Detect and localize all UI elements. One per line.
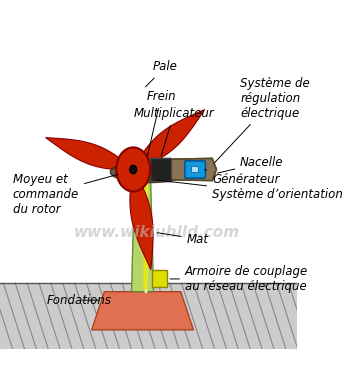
Ellipse shape (116, 147, 150, 192)
Text: Système de
régulation
électrique: Système de régulation électrique (214, 77, 310, 163)
Text: Mat: Mat (157, 232, 209, 246)
Text: Armoire de couplage
au réseau électrique: Armoire de couplage au réseau électrique (170, 265, 308, 293)
Polygon shape (119, 158, 216, 181)
Text: Générateur: Générateur (204, 169, 280, 186)
Bar (144, 161, 150, 178)
Text: Frein: Frein (146, 90, 176, 156)
Bar (191, 166, 198, 172)
Bar (191, 166, 198, 172)
Bar (144, 161, 150, 178)
FancyBboxPatch shape (185, 161, 205, 178)
Text: Multiplicateur: Multiplicateur (134, 107, 214, 156)
Polygon shape (133, 110, 205, 169)
Ellipse shape (130, 165, 136, 174)
Text: www.wikiuhlld.com: www.wikiuhlld.com (74, 225, 240, 240)
Text: Pale: Pale (145, 60, 178, 87)
Bar (150, 158, 170, 181)
Bar (152, 271, 167, 287)
Polygon shape (130, 169, 153, 270)
Polygon shape (46, 138, 133, 170)
Bar (0, 283, 297, 349)
Text: Fondations: Fondations (47, 294, 112, 307)
Polygon shape (119, 158, 216, 181)
Polygon shape (92, 292, 194, 330)
Text: Moyeu et
commande
du rotor: Moyeu et commande du rotor (13, 173, 118, 215)
Text: Nacelle: Nacelle (217, 156, 284, 173)
FancyBboxPatch shape (185, 161, 205, 178)
Text: Système d’orientation: Système d’orientation (156, 180, 343, 201)
Bar (150, 158, 170, 181)
Polygon shape (132, 163, 154, 292)
Ellipse shape (110, 161, 187, 183)
